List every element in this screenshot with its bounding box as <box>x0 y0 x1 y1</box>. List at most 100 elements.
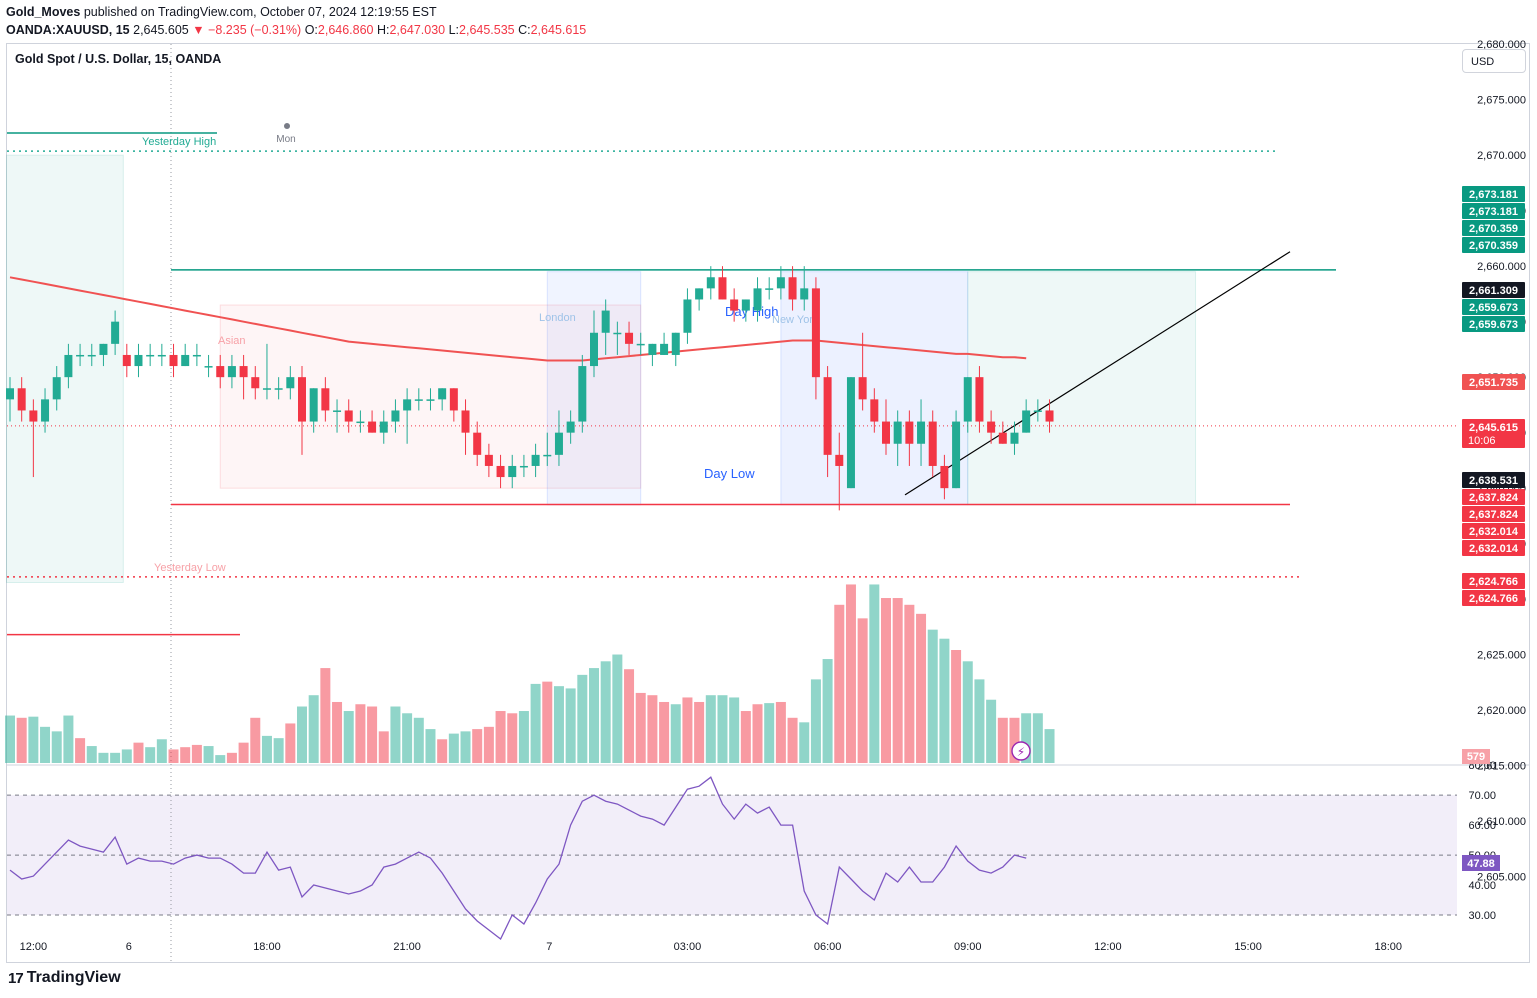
candle <box>566 410 575 444</box>
brand-name: TradingView <box>26 969 121 986</box>
chart-frame <box>6 43 1530 963</box>
volume-bar <box>98 752 109 763</box>
candle <box>636 332 645 355</box>
volume-bar <box>577 674 588 763</box>
volume-bar <box>215 755 226 763</box>
candle <box>356 410 365 433</box>
time-axis-tick: 21:00 <box>393 941 421 953</box>
candle <box>29 399 38 478</box>
candle-body <box>613 332 622 335</box>
level-badge-bg <box>1462 220 1525 236</box>
candle <box>987 410 996 444</box>
volume-bar <box>951 650 962 763</box>
level-badge-text: 2,637.824 <box>1469 509 1519 521</box>
candle <box>695 288 704 311</box>
volume-bar <box>1044 729 1055 763</box>
candle-body <box>590 332 598 367</box>
candle-body <box>660 343 669 355</box>
candle-body <box>1022 410 1031 433</box>
candle-body <box>426 399 435 401</box>
candle <box>858 332 867 411</box>
volume-bar <box>881 598 891 763</box>
candle-body <box>882 421 890 444</box>
candle <box>76 343 85 367</box>
time-axis-tick: 12:00 <box>1094 941 1122 953</box>
volume-bar <box>565 688 576 763</box>
candle-body <box>835 454 844 466</box>
candle <box>905 410 914 466</box>
volume-bar <box>297 706 307 763</box>
volume-bar <box>390 706 401 763</box>
author-name[interactable]: Gold_Moves <box>6 5 81 19</box>
level-badge: 2,659.673 <box>1462 316 1525 332</box>
candle-body <box>298 377 306 422</box>
time-axis-tick: 6 <box>126 941 132 953</box>
candle <box>64 343 73 389</box>
volume-bar <box>448 733 459 763</box>
volume-bar <box>986 699 997 763</box>
candle-body <box>473 432 482 455</box>
candle-body <box>648 343 657 355</box>
level-badge-bg <box>1462 540 1525 556</box>
candle <box>333 399 342 433</box>
level-badge: 2,632.014 <box>1462 540 1525 556</box>
candle-body <box>683 299 692 333</box>
price-axis-tick: 2,680.000 <box>1477 39 1526 51</box>
ema-line <box>9 276 1027 362</box>
low-value: 2,645.535 <box>459 23 515 37</box>
candle <box>227 354 236 389</box>
volume-bar <box>121 749 132 763</box>
candle-body <box>216 366 225 378</box>
candle <box>414 388 423 411</box>
volume-badge-text: 579 <box>1467 751 1485 763</box>
candle <box>776 266 785 300</box>
lightning-bolt-icon: ⚡ <box>1017 745 1025 759</box>
candle-body <box>496 465 505 478</box>
mon-marker-label: Mon <box>276 134 295 145</box>
rsi-badge: 47.88 <box>1462 855 1500 871</box>
tradingview-logo[interactable]: 17 TradingView <box>8 969 121 987</box>
candle <box>625 321 634 355</box>
candle <box>87 343 96 367</box>
volume-bar <box>845 584 856 763</box>
level-badge-bg <box>1462 573 1525 589</box>
candle <box>484 443 493 478</box>
candle <box>204 354 213 378</box>
price-axis-tick: 2,675.000 <box>1477 95 1526 107</box>
time-axis-tick: 18:00 <box>253 941 281 953</box>
volume-bar <box>367 706 378 763</box>
ohlc-line: OANDA:XAUUSD, 15 2,645.605 ▼ −8.235 (−0.… <box>6 21 586 39</box>
candle <box>216 354 225 389</box>
volume-bar <box>507 713 518 763</box>
candle-body <box>181 354 190 367</box>
volume-bar <box>647 695 658 763</box>
candle <box>169 343 178 378</box>
candle-body <box>1010 432 1019 444</box>
candle-body <box>928 421 937 466</box>
candle-body <box>765 288 774 290</box>
candle <box>438 388 447 411</box>
volume-bar <box>752 704 763 763</box>
price-axis-tick: 2,605.000 <box>1477 872 1526 884</box>
day-high-label: Day High <box>725 304 778 319</box>
candle <box>975 366 984 433</box>
candle-body <box>554 432 563 455</box>
level-badge: 2,638.531 <box>1462 472 1525 488</box>
candle <box>846 377 855 489</box>
candle-body <box>6 388 14 400</box>
volume-bar <box>226 752 237 763</box>
candle <box>893 410 902 466</box>
level-badge-text: 2,661.309 <box>1469 285 1518 297</box>
last-price-badge-text: 2,645.615 <box>1469 422 1518 434</box>
chart-legend-title[interactable]: Gold Spot / U.S. Dollar, 15, OANDA <box>15 52 222 66</box>
volume-bar <box>600 661 611 763</box>
level-badge-text: 2,673.181 <box>1469 206 1518 218</box>
volume-bar <box>133 742 144 763</box>
volume-bar <box>1021 713 1032 763</box>
volume-bar <box>378 731 389 763</box>
currency-button[interactable]: USD <box>1462 49 1526 73</box>
lightning-alert-icon <box>1011 741 1031 761</box>
candle <box>882 399 890 455</box>
volume-bar <box>1009 717 1020 763</box>
